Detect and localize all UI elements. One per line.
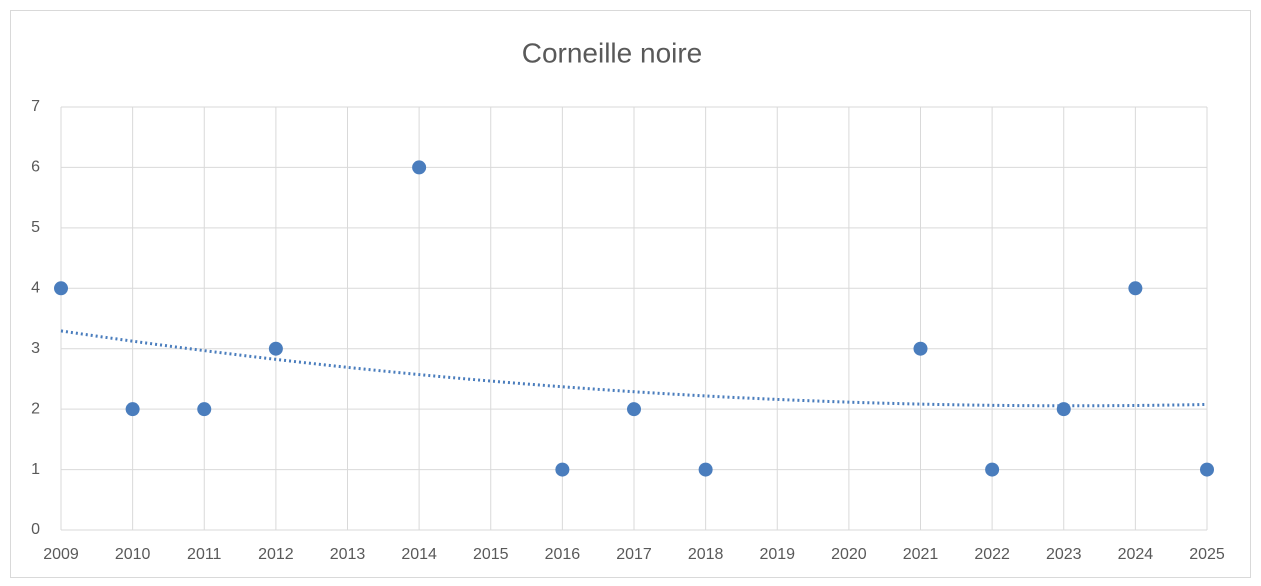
x-tick-label: 2011: [187, 546, 222, 563]
x-tick-label: 2020: [831, 546, 867, 563]
y-tick-label: 6: [31, 159, 40, 176]
x-tick-label: 2016: [545, 546, 581, 563]
x-tick-label: 2021: [903, 546, 939, 563]
trendline: [60, 329, 1208, 408]
x-tick-label: 2019: [759, 546, 795, 563]
point: [412, 160, 427, 175]
point: [125, 402, 140, 417]
point: [985, 462, 1000, 477]
x-tick-label: 2018: [688, 546, 724, 563]
y-tick-label: 0: [31, 521, 40, 538]
x-tick-label: 2009: [43, 546, 79, 563]
point: [197, 402, 212, 417]
point: [54, 281, 68, 296]
point: [698, 462, 713, 477]
point: [555, 462, 570, 477]
x-tick-label: 2024: [1118, 546, 1154, 563]
x-tick-label: 2015: [473, 546, 509, 563]
x-tick-label: 2025: [1189, 546, 1225, 563]
point: [1200, 462, 1214, 477]
chart-title: Corneille noire: [522, 37, 703, 68]
y-tick-label: 5: [31, 219, 40, 236]
point: [1128, 281, 1143, 296]
y-tick-label: 4: [31, 280, 40, 297]
x-tick-label: 2023: [1046, 546, 1082, 563]
chart-border: [10, 10, 1251, 578]
point: [268, 341, 283, 356]
point: [913, 341, 928, 356]
y-tick-label: 3: [31, 340, 40, 357]
x-tick-label: 2022: [974, 546, 1010, 563]
point: [1056, 402, 1071, 417]
x-tick-label: 2012: [258, 546, 294, 563]
x-tick-label: 2017: [616, 546, 652, 563]
y-tick-label: 7: [31, 98, 40, 115]
point: [627, 402, 641, 417]
x-tick-label: 2013: [330, 546, 366, 563]
x-tick-label: 2010: [115, 546, 151, 563]
y-tick-label: 1: [31, 461, 40, 478]
y-tick-label: 2: [31, 400, 40, 417]
x-tick-label: 2014: [401, 546, 437, 563]
